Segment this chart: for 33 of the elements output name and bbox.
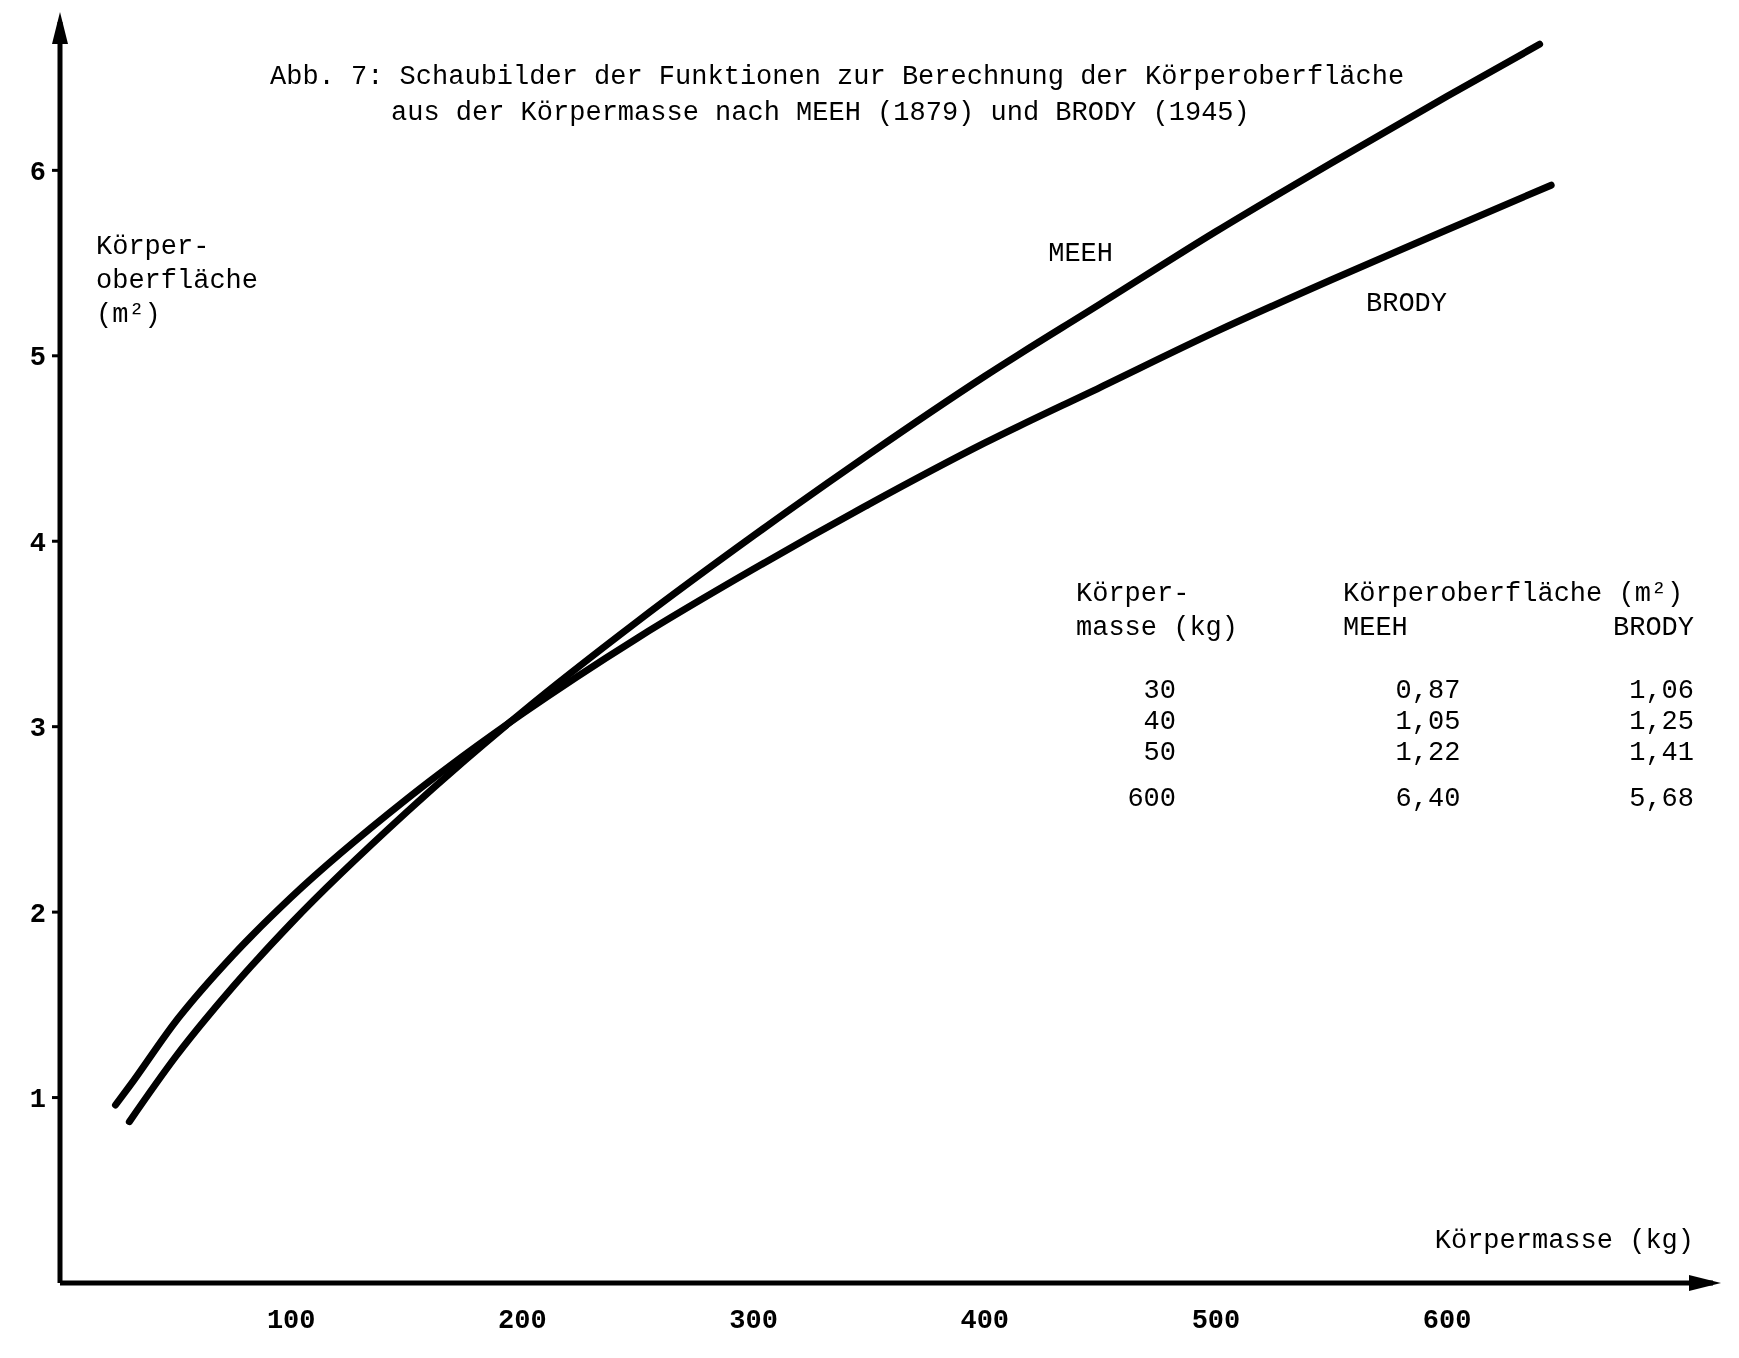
x-tick-label: 400 <box>960 1306 1010 1337</box>
annotation: BRODY <box>1612 613 1694 643</box>
y-tick-label: 6 <box>29 157 46 188</box>
x-tick-label: 200 <box>498 1306 547 1337</box>
annotation: 5,68 <box>1629 784 1694 814</box>
annotation: 1,06 <box>1629 676 1694 706</box>
y-tick-label: 5 <box>29 343 46 374</box>
series-label: BRODY <box>1366 289 1448 319</box>
x-tick-label: 300 <box>729 1306 778 1337</box>
x-tick-label: 500 <box>1191 1306 1241 1337</box>
y-axis-title: Körper- oberfläche (m²) <box>96 232 259 330</box>
annotation: Körper- masse (kg) <box>1076 579 1239 643</box>
x-axis-title: Körpermasse (kg) <box>1434 1226 1694 1256</box>
annotation: 30 <box>1143 676 1176 706</box>
annotation: 50 <box>1143 738 1176 768</box>
annotation: 1,22 <box>1395 738 1461 768</box>
y-tick-label: 1 <box>29 1085 46 1116</box>
annotation: 1,05 <box>1395 707 1461 737</box>
x-tick-label: 100 <box>266 1306 316 1337</box>
annotation: 1,41 <box>1629 738 1694 768</box>
y-tick-label: 2 <box>29 899 46 930</box>
y-tick-label: 4 <box>29 528 46 559</box>
annotation: 0,87 <box>1395 676 1461 706</box>
annotation: 600 <box>1127 784 1176 814</box>
annotation: MEEH <box>1343 613 1408 643</box>
annotation: Körperoberfläche (m²) <box>1343 579 1684 609</box>
annotation: 6,40 <box>1395 784 1461 814</box>
y-tick-label: 3 <box>29 714 46 745</box>
text: Abb. 7: Schaubilder der Funktionen zur Berechnung der Körperoberfläche aus der Körpermasse nach MEEH (1879) und BRODY (1945) <box>270 62 1405 128</box>
series-label: MEEH <box>1048 239 1113 269</box>
annotation: 40 <box>1143 707 1176 737</box>
annotation: 1,25 <box>1629 707 1694 737</box>
x-tick-label: 600 <box>1422 1306 1472 1337</box>
